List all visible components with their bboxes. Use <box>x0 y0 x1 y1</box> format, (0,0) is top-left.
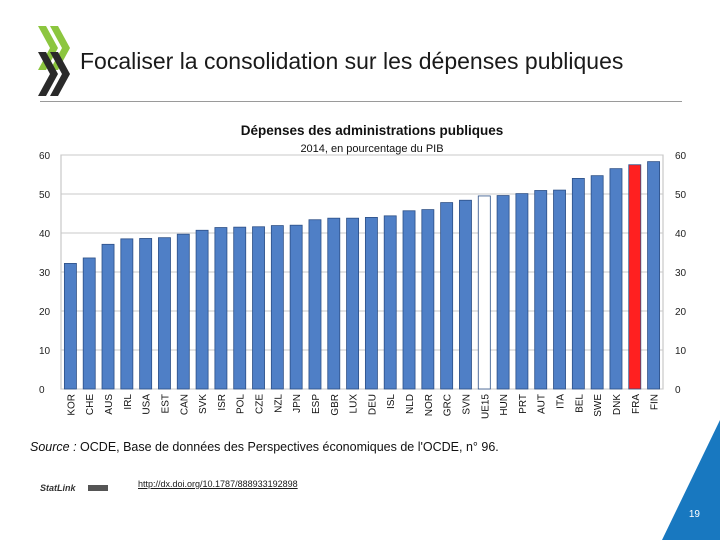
x-tick-label: DEU <box>367 394 378 415</box>
bar-usa <box>139 238 153 390</box>
source-prefix: Source : <box>30 440 77 454</box>
y-tick-label-left: 0 <box>39 385 45 396</box>
chart-subtitle: 2014, en pourcentage du PIB <box>300 143 443 155</box>
x-tick-label: DNK <box>612 394 623 415</box>
bar-pol <box>233 226 247 390</box>
y-tick-label-left: 50 <box>39 190 51 201</box>
x-tick-label: JPN <box>292 394 303 413</box>
bar-grc <box>440 202 454 390</box>
bar-deu <box>364 217 378 390</box>
bar-swe <box>590 175 604 390</box>
chart-title: Dépenses des administrations publiques <box>241 123 504 138</box>
y-tick-label-right: 40 <box>675 229 687 240</box>
y-tick-label-right: 20 <box>675 307 687 318</box>
source-note: Source : OCDE, Base de données des Persp… <box>30 440 499 454</box>
bar-kor <box>63 263 77 390</box>
x-tick-label: IRL <box>123 394 134 410</box>
x-tick-label: POL <box>236 394 247 414</box>
x-tick-label: GRC <box>443 394 454 416</box>
bar-can <box>176 233 190 390</box>
bar-irl <box>120 238 134 390</box>
bar-nld <box>402 210 416 390</box>
title-divider <box>40 101 682 102</box>
bar-che <box>82 257 96 390</box>
x-tick-label: NOR <box>424 394 435 416</box>
x-tick-label: ISL <box>386 394 397 409</box>
oecd-logo-icon <box>38 26 70 96</box>
x-tick-label: SVK <box>198 394 209 414</box>
page-number: 19 <box>688 509 700 520</box>
bar-ue15 <box>477 195 491 390</box>
x-tick-label: ITA <box>556 394 567 409</box>
x-tick-label: UE15 <box>480 394 491 419</box>
bar-aut <box>534 190 548 390</box>
bar-gbr <box>327 217 341 390</box>
x-tick-label: CZE <box>255 394 266 414</box>
bar-esp <box>308 219 322 390</box>
x-tick-label: ISR <box>217 394 228 411</box>
x-tick-label: HUN <box>499 394 510 416</box>
x-tick-label: SWE <box>593 394 604 417</box>
x-tick-label: NZL <box>273 394 284 413</box>
x-tick-label: LUX <box>349 394 360 414</box>
bar-prt <box>515 193 529 390</box>
bar-fra <box>628 164 642 390</box>
y-tick-label-right: 10 <box>675 346 687 357</box>
x-tick-label: AUT <box>537 394 548 414</box>
y-tick-label-left: 20 <box>39 307 51 318</box>
statlink-logo: StatLink <box>40 483 108 493</box>
statlink-logo-text: StatLink <box>40 483 76 493</box>
bar-hun <box>496 195 510 390</box>
y-tick-label-right: 0 <box>675 385 681 396</box>
x-tick-label: CHE <box>85 394 96 415</box>
x-tick-label: ESP <box>311 394 322 414</box>
bar-cze <box>252 226 265 390</box>
slide-title: Focaliser la consolidation sur les dépen… <box>80 48 624 74</box>
x-tick-label: SVN <box>461 394 472 415</box>
source-text: OCDE, Base de données des Perspectives é… <box>76 440 499 454</box>
y-tick-label-left: 10 <box>39 346 51 357</box>
y-tick-label-left: 60 <box>39 151 51 162</box>
y-tick-label-left: 40 <box>39 229 51 240</box>
y-tick-label-left: 30 <box>39 268 51 279</box>
bar-lux <box>346 217 360 390</box>
x-tick-label: NLD <box>405 394 416 414</box>
bar-chart: Dépenses des administrations publiques 2… <box>39 123 687 419</box>
x-tick-label: USA <box>142 394 153 415</box>
x-tick-label: EST <box>160 394 171 413</box>
x-tick-label: BEL <box>574 394 585 413</box>
bar-ita <box>553 189 566 390</box>
x-tick-label: PRT <box>518 394 529 414</box>
bar-nor <box>421 209 435 390</box>
x-tick-label: GBR <box>330 394 341 416</box>
x-tick-label: CAN <box>179 394 190 415</box>
x-tick-label: KOR <box>66 394 77 416</box>
x-tick-label: AUS <box>104 394 115 415</box>
x-tick-label: FIN <box>650 394 661 410</box>
bar-bel <box>571 178 585 390</box>
bar-isl <box>383 215 397 390</box>
statlink-url-link[interactable]: http://dx.doi.org/10.1787/888933192898 <box>138 479 298 489</box>
bar-fin <box>647 161 661 390</box>
y-tick-label-right: 60 <box>675 151 687 162</box>
bar-isr <box>214 227 228 390</box>
bar-dnk <box>609 168 623 390</box>
y-tick-label-right: 50 <box>675 190 687 201</box>
corner-decoration <box>662 420 720 540</box>
x-tick-label: FRA <box>631 394 642 414</box>
y-tick-label-right: 30 <box>675 268 687 279</box>
bar-svk <box>195 229 209 390</box>
bar-svn <box>459 199 472 390</box>
bar-nzl <box>270 225 284 390</box>
bar-jpn <box>289 224 303 390</box>
bar-aus <box>101 243 115 390</box>
bar-est <box>158 237 171 390</box>
